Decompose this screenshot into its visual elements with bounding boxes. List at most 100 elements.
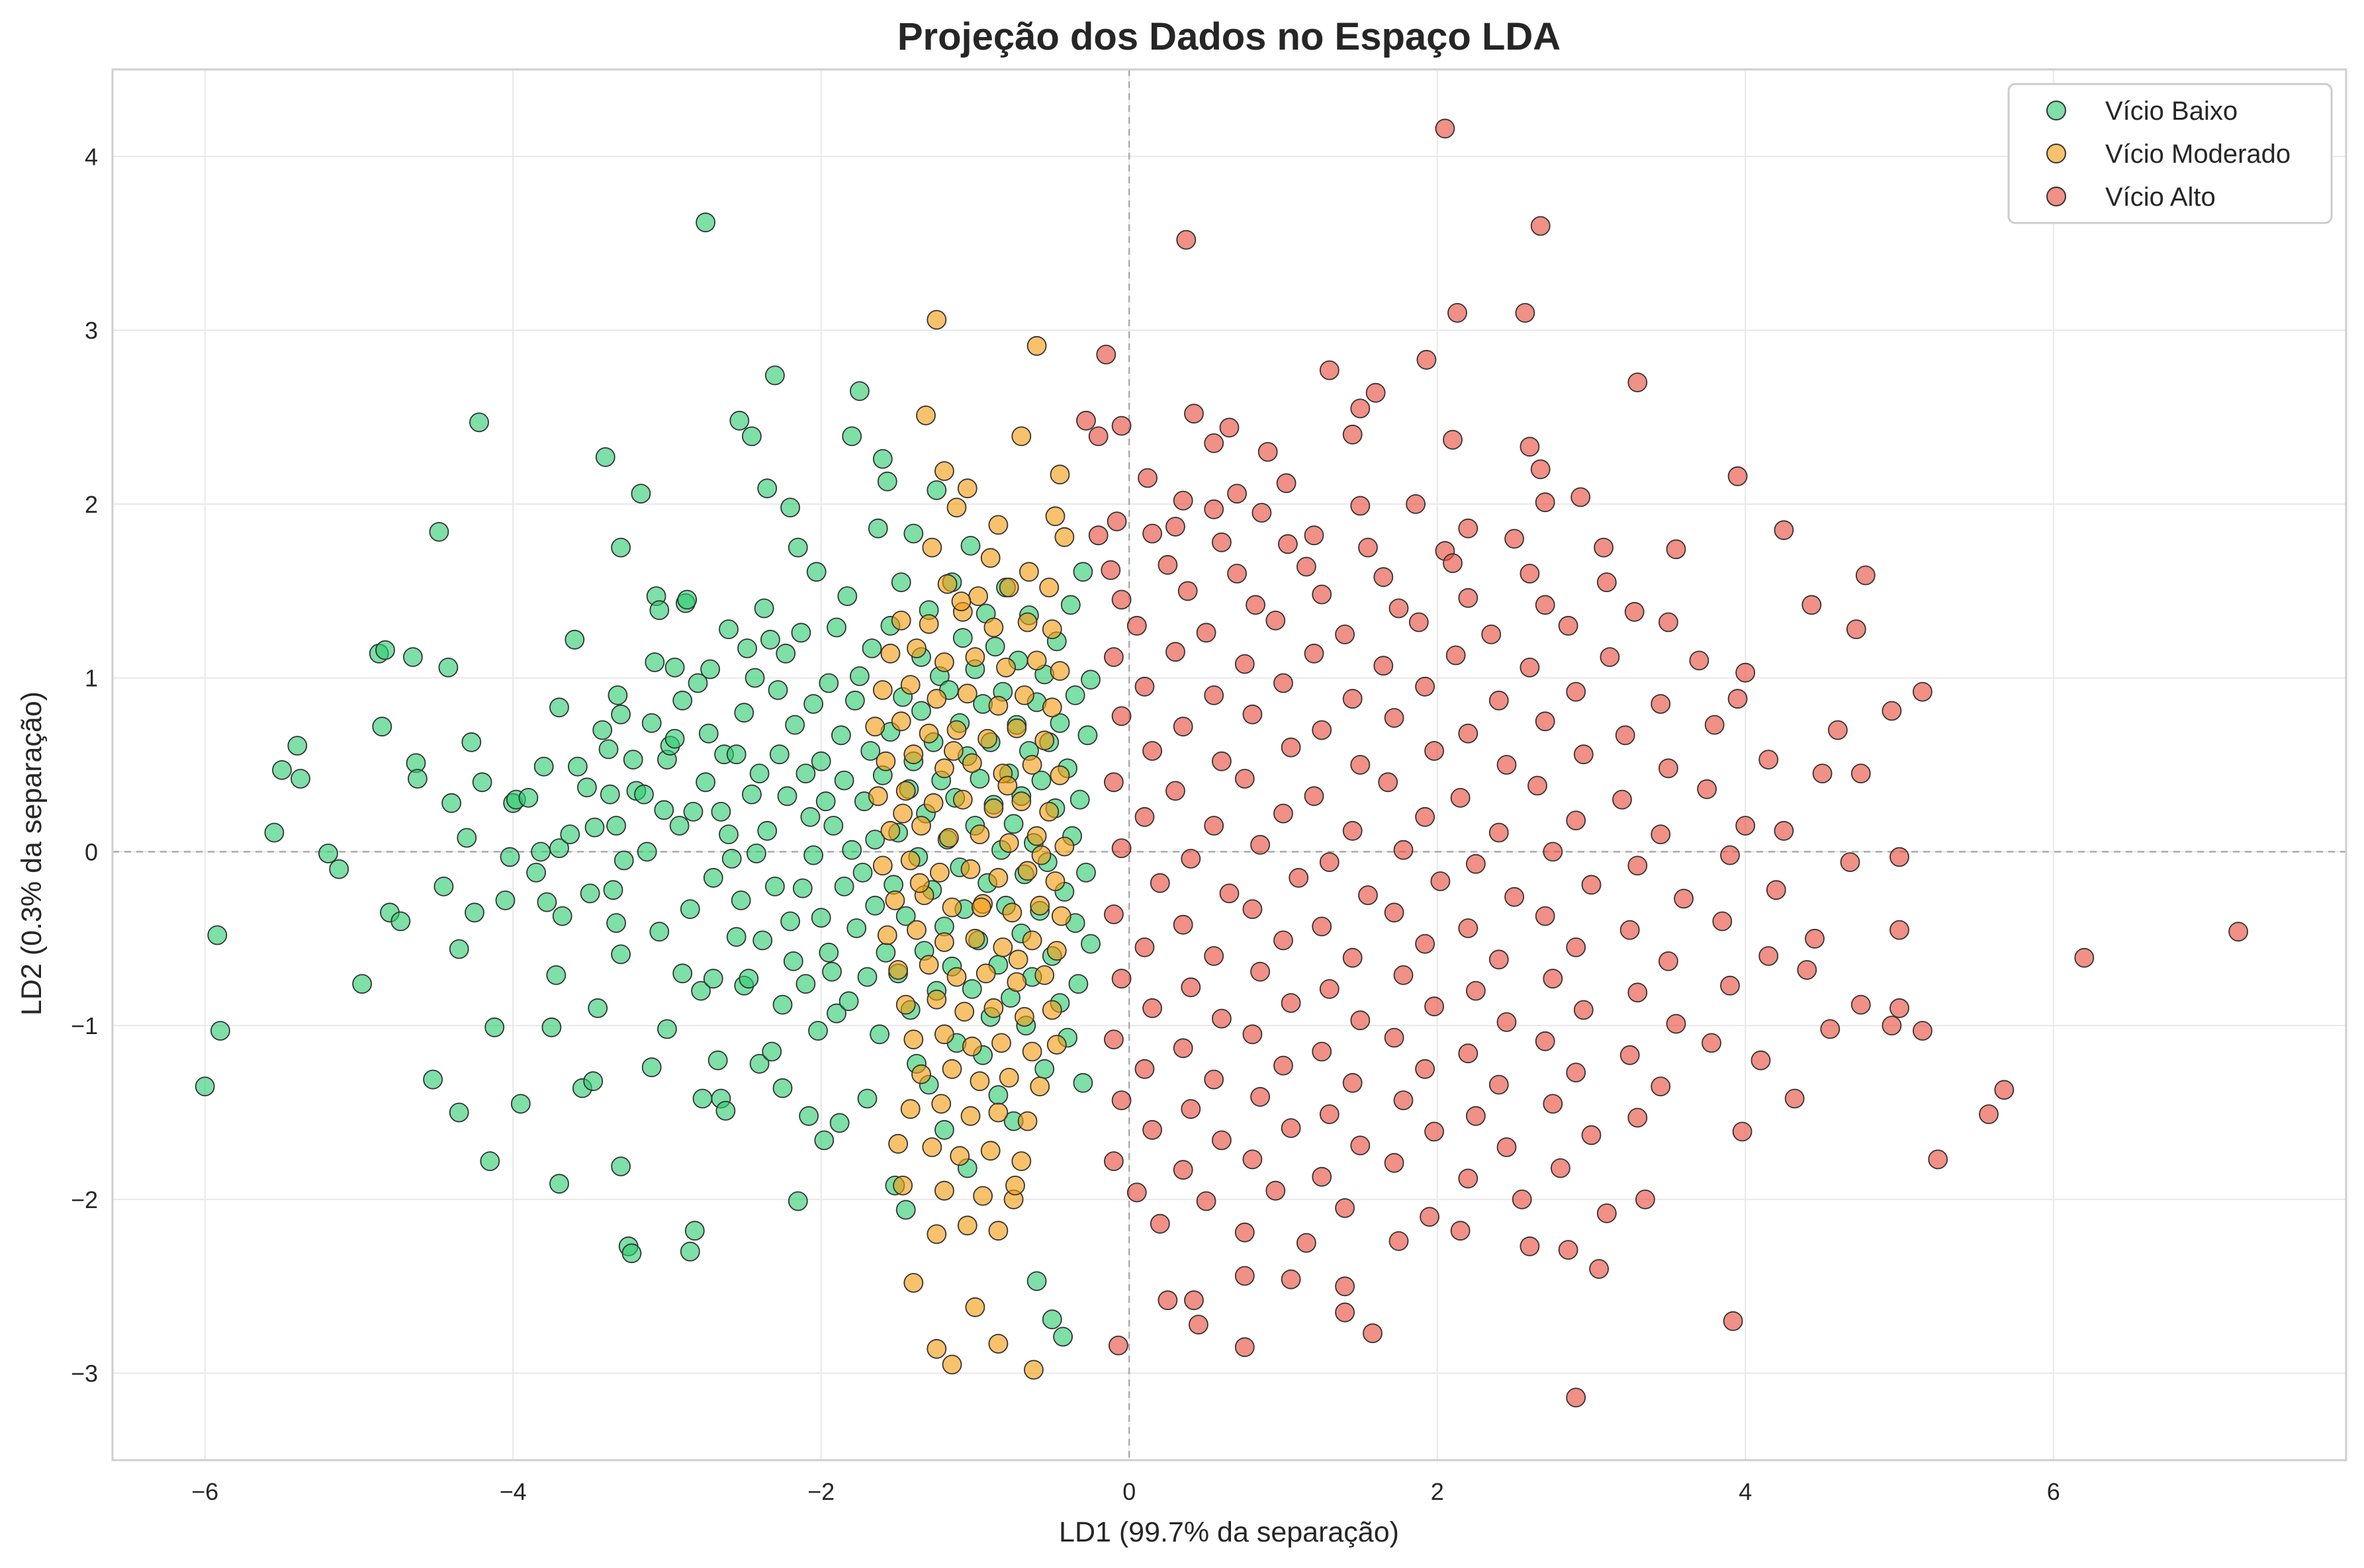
data-point [742, 784, 762, 805]
data-point [803, 694, 823, 714]
data-point [541, 1017, 562, 1037]
data-point [1393, 840, 1414, 860]
data-point [1363, 1323, 1383, 1344]
data-point [484, 1017, 505, 1037]
data-point [721, 849, 742, 869]
data-point [880, 643, 901, 664]
data-point [806, 562, 827, 582]
data-point [985, 636, 1005, 657]
data-point [1596, 572, 1617, 592]
data-point [952, 628, 973, 648]
data-point [1250, 1087, 1270, 1107]
data-point [1570, 487, 1591, 507]
data-point [942, 1354, 962, 1375]
data-point [1312, 584, 1332, 605]
data-point [923, 793, 944, 813]
data-point [1758, 946, 1779, 966]
data-point [1458, 1168, 1478, 1189]
data-point [1612, 789, 1632, 810]
data-point [657, 1019, 677, 1039]
data-point [1566, 1387, 1586, 1408]
data-point [1219, 417, 1240, 438]
data-point [796, 974, 816, 994]
data-point [677, 589, 698, 610]
data-point [500, 847, 520, 867]
data-point [957, 1215, 977, 1236]
data-point [1373, 567, 1394, 588]
data-point [811, 751, 831, 771]
data-point [1026, 650, 1047, 671]
data-point [1651, 824, 1671, 844]
data-point [1735, 816, 1756, 836]
data-point [1109, 1335, 1128, 1356]
data-point [811, 908, 831, 928]
data-point [1635, 1190, 1655, 1209]
data-point [845, 690, 865, 711]
data-point [645, 652, 665, 672]
data-point [946, 498, 967, 517]
data-point [785, 715, 805, 735]
data-point [1111, 589, 1132, 610]
data-point [1050, 765, 1070, 785]
data-point [1805, 928, 1825, 949]
data-point [449, 1102, 469, 1123]
data-point [1430, 871, 1451, 891]
data-point [1424, 996, 1445, 1017]
data-point [1365, 382, 1386, 403]
data-point [1007, 718, 1027, 738]
data-point [461, 732, 482, 752]
data-point [1388, 1231, 1409, 1251]
data-point [1424, 741, 1445, 761]
data-point [1111, 1090, 1132, 1110]
data-point [1111, 706, 1132, 726]
y-tick-label-1: −2 [71, 1186, 98, 1213]
data-point [903, 523, 924, 544]
data-point [946, 720, 967, 740]
data-point [852, 863, 873, 883]
data-point [423, 1069, 443, 1090]
data-point [1335, 1198, 1355, 1218]
data-point [1196, 623, 1216, 643]
data-point [1342, 947, 1363, 968]
data-point [698, 723, 719, 744]
data-point [957, 478, 977, 499]
data-point [1615, 725, 1635, 746]
data-point [1011, 791, 1032, 812]
data-point [291, 769, 310, 789]
data-point [1257, 442, 1278, 462]
data-point [649, 922, 670, 942]
data-point [1350, 1135, 1371, 1156]
data-point [711, 802, 731, 822]
x-tick-label-6: 6 [2047, 1478, 2060, 1505]
data-point [1312, 1166, 1332, 1187]
data-point [1138, 468, 1158, 488]
data-point [988, 1085, 1009, 1106]
data-point [1204, 685, 1224, 705]
data-point [900, 675, 921, 695]
data-point [934, 652, 954, 672]
data-point [1393, 1090, 1414, 1110]
data-point [993, 937, 1013, 957]
data-point [1173, 717, 1193, 737]
data-point [1458, 1043, 1478, 1064]
data-point [970, 824, 990, 844]
data-point [611, 944, 631, 965]
data-point [533, 756, 554, 777]
data-point [1928, 1149, 1948, 1170]
data-point [1212, 751, 1232, 771]
data-point [977, 728, 997, 749]
data-point [1081, 670, 1101, 690]
data-point [970, 1071, 990, 1092]
data-point [1384, 1153, 1404, 1173]
data-point [1458, 518, 1478, 539]
x-tick-label-3: 0 [1122, 1478, 1136, 1505]
data-point [1712, 911, 1733, 932]
data-point [1566, 810, 1586, 830]
data-point [1296, 556, 1316, 577]
data-point [1658, 951, 1678, 971]
data-point [1566, 681, 1586, 702]
data-point [1350, 496, 1371, 516]
data-point [900, 850, 921, 871]
data-point [1265, 1180, 1286, 1201]
data-point [1566, 1063, 1586, 1082]
